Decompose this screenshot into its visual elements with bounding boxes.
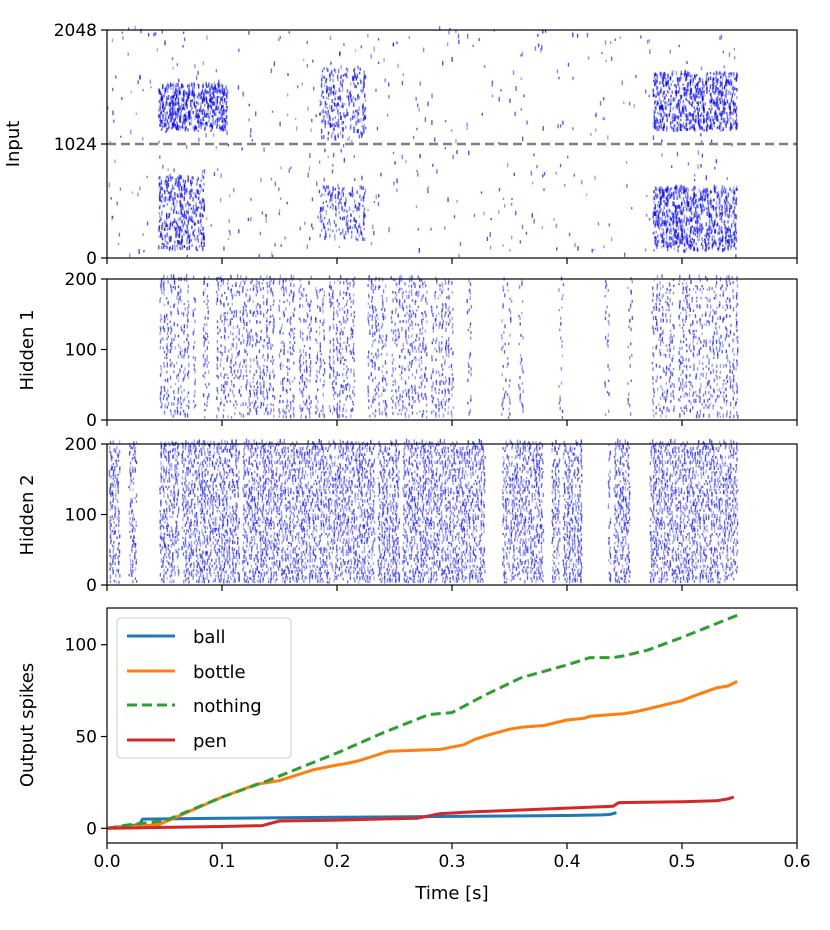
ytick-label: 0 bbox=[86, 249, 97, 269]
input-x-ticks bbox=[106, 258, 798, 264]
input-ylabel: Input bbox=[3, 121, 24, 168]
input-spike-marks bbox=[107, 25, 738, 258]
ytick-label: 1024 bbox=[54, 135, 97, 155]
input-raster-panel: 0 1024 2048 Input bbox=[3, 21, 798, 269]
hidden1-spike-marks bbox=[159, 273, 739, 419]
ytick-label: 2048 bbox=[54, 21, 97, 41]
input-y-ticks: 0 1024 2048 bbox=[54, 21, 107, 269]
